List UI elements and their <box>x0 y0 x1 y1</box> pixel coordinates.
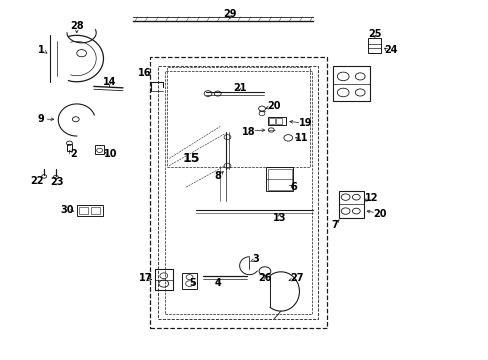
Bar <box>339 191 363 217</box>
Bar <box>267 168 291 190</box>
Bar <box>367 38 380 53</box>
Text: 20: 20 <box>372 209 386 219</box>
Text: 4: 4 <box>214 278 221 288</box>
Bar <box>77 205 103 216</box>
Bar <box>166 67 309 167</box>
Text: 13: 13 <box>272 212 285 222</box>
Bar <box>154 269 173 290</box>
Text: 26: 26 <box>258 273 272 283</box>
Bar <box>149 57 326 328</box>
Bar <box>267 117 286 125</box>
Bar <box>333 66 369 102</box>
Text: 19: 19 <box>298 118 311 128</box>
Text: 30: 30 <box>60 205 74 215</box>
Bar <box>67 144 72 152</box>
Bar <box>269 118 275 123</box>
Text: 29: 29 <box>223 9 236 19</box>
Bar <box>95 145 104 154</box>
Bar <box>79 207 88 214</box>
Text: 18: 18 <box>241 127 255 137</box>
Text: 7: 7 <box>330 220 337 230</box>
Text: 21: 21 <box>232 83 246 93</box>
Text: 5: 5 <box>189 278 196 288</box>
Text: 10: 10 <box>104 149 117 159</box>
Text: 20: 20 <box>266 101 280 111</box>
Text: 22: 22 <box>30 176 43 186</box>
Text: 11: 11 <box>295 133 308 143</box>
Bar <box>165 71 311 314</box>
Bar <box>182 273 197 289</box>
Bar <box>91 207 100 214</box>
Bar <box>158 66 318 319</box>
Text: 15: 15 <box>182 152 200 165</box>
Text: 23: 23 <box>50 177 64 187</box>
Text: 16: 16 <box>138 68 151 78</box>
Text: 2: 2 <box>70 149 77 159</box>
Text: 27: 27 <box>290 273 303 283</box>
Text: 1: 1 <box>38 45 44 55</box>
Bar <box>266 167 292 191</box>
Bar <box>276 118 282 123</box>
Text: 14: 14 <box>102 77 116 87</box>
Text: 6: 6 <box>290 182 297 192</box>
Text: 24: 24 <box>384 45 397 55</box>
Text: 8: 8 <box>214 171 221 181</box>
Text: 28: 28 <box>70 21 83 31</box>
Text: 3: 3 <box>252 254 259 264</box>
Text: 12: 12 <box>365 193 378 203</box>
Text: 17: 17 <box>138 273 152 283</box>
Text: 9: 9 <box>38 114 44 124</box>
Text: 25: 25 <box>367 29 381 39</box>
